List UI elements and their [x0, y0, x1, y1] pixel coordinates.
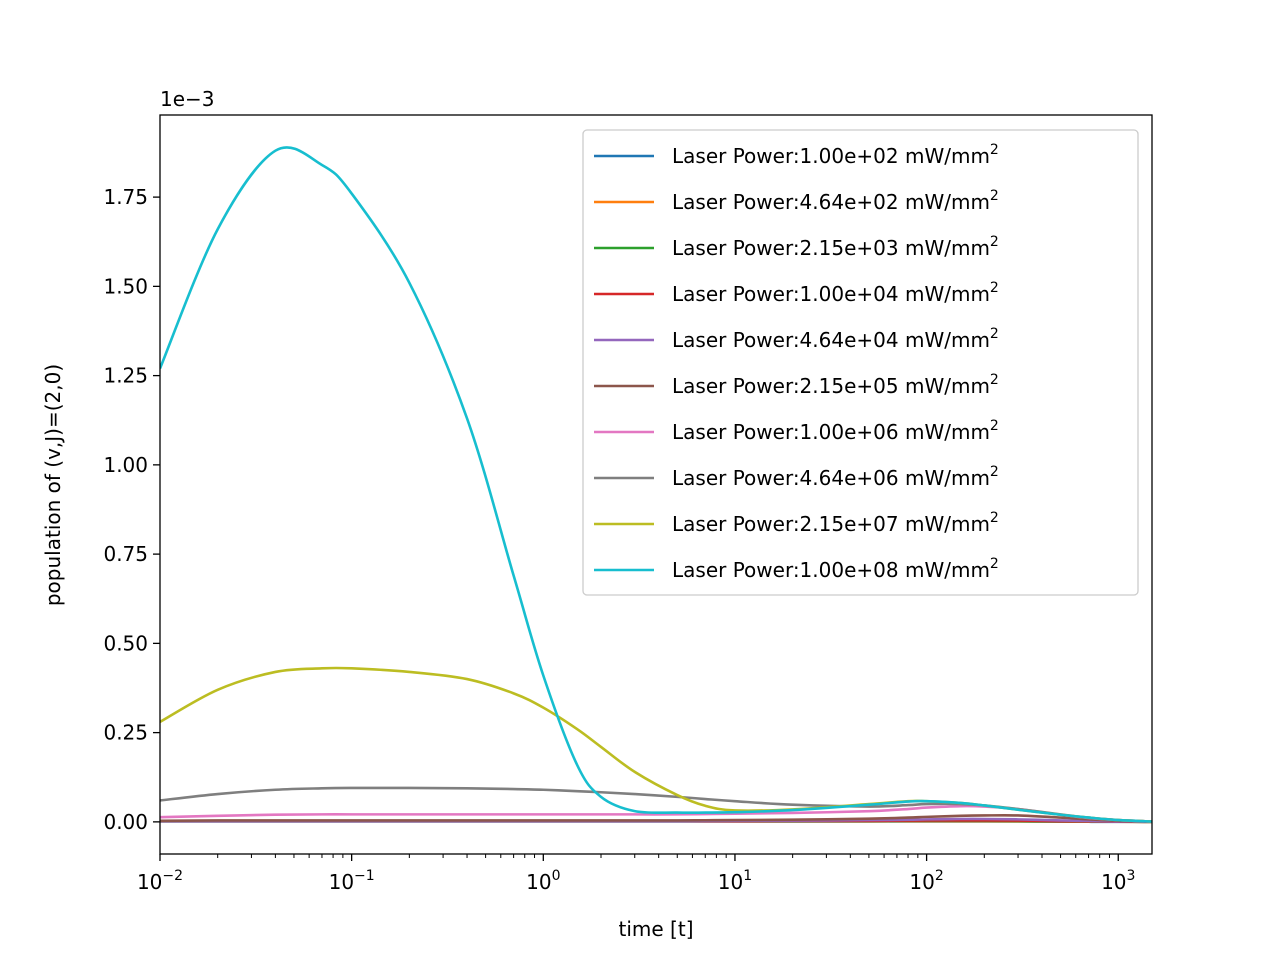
x-tick-label: 101: [718, 868, 752, 894]
y-tick-label: 0.25: [103, 721, 148, 745]
legend: Laser Power:1.00e+02 mW/mm2 Laser Power:4…: [582, 129, 1139, 596]
series-line-10: [160, 146, 1152, 823]
legend-entry: Laser Power:2.15e+05 mW/mm2: [672, 372, 999, 398]
legend-box: [582, 129, 1139, 596]
legend-entry: Laser Power:1.00e+02 mW/mm2: [672, 142, 999, 168]
y-tick-label: 0.50: [103, 631, 148, 655]
legend-entry: Laser Power:1.00e+08 mW/mm2: [672, 556, 999, 582]
x-tick-label: 102: [909, 868, 943, 894]
y-tick-label: 1.25: [103, 364, 148, 388]
x-tick-label: 103: [1101, 868, 1135, 894]
x-tick-label: 10−2: [137, 868, 183, 894]
legend-entry: Laser Power:2.15e+03 mW/mm2: [672, 234, 999, 260]
legend-entry: Laser Power:4.64e+04 mW/mm2: [672, 326, 999, 352]
y-tick-label: 1.75: [103, 185, 148, 209]
y-axis: 0.00 0.25 0.50 0.75 1.00 1.25 1.50 1.75: [103, 185, 160, 834]
x-tick-label: 10−1: [329, 868, 375, 894]
legend-entry: Laser Power:4.64e+02 mW/mm2: [672, 188, 999, 214]
plot-frame: [159, 114, 1153, 855]
legend-entry: Laser Power:1.00e+04 mW/mm2: [672, 280, 999, 306]
y-offset-label: 1e−3: [160, 87, 215, 111]
series-line-6: [160, 813, 1152, 823]
x-tick-label: 100: [526, 868, 560, 894]
series-layer: [160, 146, 1152, 824]
y-tick-label: 1.50: [103, 274, 148, 298]
x-axis: 10−2 10−1 100 101 102 103: [137, 854, 1135, 894]
legend-entry: Laser Power:2.15e+07 mW/mm2: [672, 510, 999, 536]
legend-entry: Laser Power:1.00e+06 mW/mm2: [672, 418, 999, 444]
x-axis-label: time [t]: [619, 917, 694, 941]
y-axis-label: population of (v,J)=(2,0): [41, 364, 65, 606]
y-tick-label: 0.75: [103, 542, 148, 566]
y-tick-label: 1.00: [103, 453, 148, 477]
y-tick-label: 0.00: [103, 810, 148, 834]
legend-entry: Laser Power:4.64e+06 mW/mm2: [672, 464, 999, 490]
